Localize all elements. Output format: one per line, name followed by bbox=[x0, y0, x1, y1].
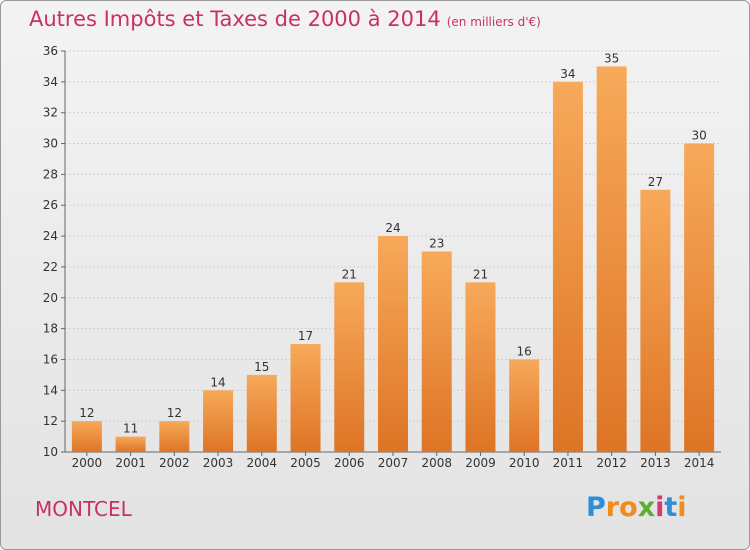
bar-value-label: 21 bbox=[473, 267, 488, 281]
logo-letter: r bbox=[605, 492, 620, 523]
bar-value-label: 35 bbox=[604, 51, 619, 65]
title-text: Autres Impôts et Taxes de 2000 à 2014 bbox=[29, 7, 441, 31]
x-tick-label: 2002 bbox=[159, 456, 190, 470]
bar-value-label: 34 bbox=[560, 67, 575, 81]
bar bbox=[684, 143, 715, 453]
logo-letter: i bbox=[655, 492, 665, 523]
x-tick-label: 2005 bbox=[290, 456, 321, 470]
bar bbox=[596, 66, 627, 452]
x-tick-label: 2012 bbox=[596, 456, 627, 470]
y-tick-label: 24 bbox=[43, 229, 58, 243]
y-tick-label: 34 bbox=[43, 75, 58, 89]
logo-letter: o bbox=[619, 492, 638, 523]
logo-letter: P bbox=[586, 492, 606, 523]
x-tick-label: 2004 bbox=[247, 456, 278, 470]
bar-value-label: 12 bbox=[79, 406, 94, 420]
bar bbox=[334, 282, 365, 452]
y-tick-label: 32 bbox=[43, 106, 58, 120]
bar bbox=[640, 189, 671, 453]
bar bbox=[203, 390, 234, 452]
x-tick-label: 2007 bbox=[378, 456, 409, 470]
y-tick-label: 10 bbox=[43, 445, 58, 459]
bar-value-label: 24 bbox=[385, 221, 400, 235]
bar bbox=[509, 359, 540, 452]
bar bbox=[465, 282, 496, 452]
bar-value-label: 30 bbox=[691, 129, 706, 143]
x-tick-label: 2009 bbox=[465, 456, 496, 470]
proxiti-logo: Proxiti bbox=[586, 492, 687, 523]
chart-title: Autres Impôts et Taxes de 2000 à 2014 (en… bbox=[29, 7, 541, 31]
logo-letter: x bbox=[637, 492, 656, 523]
bar-value-label: 12 bbox=[167, 406, 182, 420]
bar-value-label: 14 bbox=[210, 375, 225, 389]
x-tick-label: 2010 bbox=[509, 456, 540, 470]
y-tick-label: 16 bbox=[43, 352, 58, 366]
bar bbox=[290, 344, 321, 452]
x-tick-label: 2011 bbox=[553, 456, 584, 470]
bar-value-label: 23 bbox=[429, 237, 444, 251]
bar bbox=[246, 374, 277, 452]
bar-value-label: 16 bbox=[517, 344, 532, 358]
logo-letter: i bbox=[677, 492, 687, 523]
bar bbox=[552, 81, 583, 452]
x-tick-label: 2000 bbox=[72, 456, 103, 470]
bar-value-label: 11 bbox=[123, 422, 138, 436]
bar-value-label: 15 bbox=[254, 360, 269, 374]
x-tick-label: 2013 bbox=[640, 456, 671, 470]
logo-letter: t bbox=[664, 492, 678, 523]
y-tick-label: 28 bbox=[43, 167, 58, 181]
bar-value-label: 21 bbox=[342, 267, 357, 281]
y-tick-label: 26 bbox=[43, 198, 58, 212]
x-tick-label: 2001 bbox=[115, 456, 146, 470]
bar bbox=[71, 421, 102, 452]
bar bbox=[421, 251, 452, 452]
x-tick-label: 2014 bbox=[684, 456, 715, 470]
bar bbox=[159, 421, 190, 452]
place-name: MONTCEL bbox=[35, 497, 132, 521]
y-tick-label: 22 bbox=[43, 260, 58, 274]
x-tick-label: 2003 bbox=[203, 456, 234, 470]
y-tick-label: 18 bbox=[43, 322, 58, 336]
y-tick-label: 12 bbox=[43, 414, 58, 428]
x-tick-label: 2008 bbox=[421, 456, 452, 470]
y-tick-label: 30 bbox=[43, 137, 58, 151]
x-tick-label: 2006 bbox=[334, 456, 365, 470]
unit-note: (en milliers d'€) bbox=[446, 15, 541, 29]
bar bbox=[378, 236, 408, 452]
bar-value-label: 17 bbox=[298, 329, 313, 343]
y-tick-label: 14 bbox=[43, 383, 58, 397]
y-tick-label: 20 bbox=[43, 291, 58, 305]
bar bbox=[115, 436, 146, 452]
bar-value-label: 27 bbox=[648, 175, 663, 189]
y-tick-label: 36 bbox=[43, 44, 58, 58]
